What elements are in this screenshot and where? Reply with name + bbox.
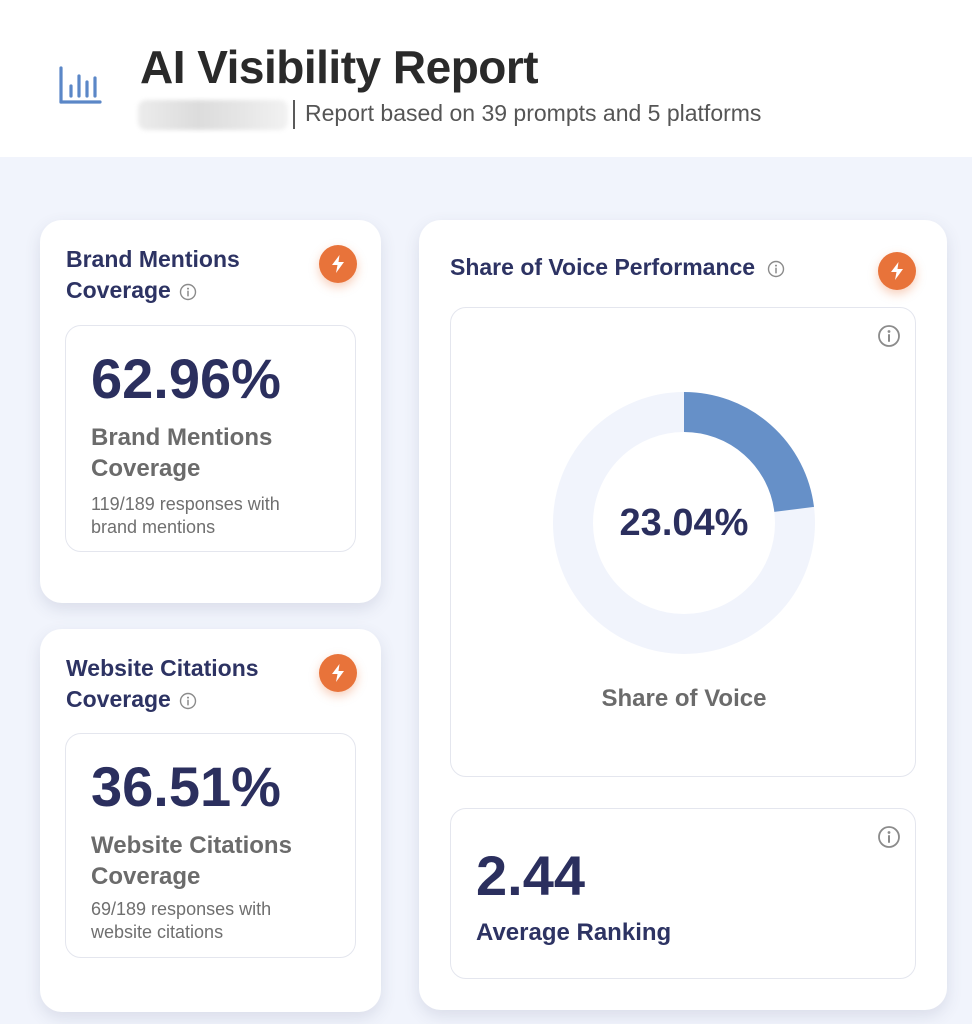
share-of-voice-donut xyxy=(553,392,815,654)
info-icon[interactable] xyxy=(179,692,197,710)
report-header: AI Visibility Report Report based on 39 … xyxy=(0,0,972,157)
share-of-voice-chart-box: 23.04% Share of Voice xyxy=(450,307,916,777)
info-icon[interactable] xyxy=(877,825,901,849)
website-citations-card: Website Citations Coverage 36.51% Websit… xyxy=(40,629,381,1012)
brand-mentions-label: Brand Mentions Coverage xyxy=(91,424,273,482)
average-ranking-value: 2.44 xyxy=(476,844,585,907)
website-citations-detail: 69/189 responses with website citations xyxy=(91,899,272,942)
page-title: AI Visibility Report xyxy=(140,41,539,93)
brand-mentions-card: Brand Mentions Coverage 62.96% Brand Men… xyxy=(40,220,381,603)
lightning-bolt-icon[interactable] xyxy=(878,252,916,290)
share-of-voice-title: Share of Voice Performance xyxy=(450,252,785,283)
share-of-voice-value: 23.04% xyxy=(619,502,749,544)
report-subtitle: Report based on 39 prompts and 5 platfor… xyxy=(305,100,762,126)
brand-mentions-title: Brand Mentions Coverage xyxy=(66,246,240,303)
info-icon[interactable] xyxy=(179,283,197,301)
website-citations-title: Website Citations Coverage xyxy=(66,655,259,712)
share-of-voice-card: Share of Voice Performance 23.04% Share … xyxy=(419,220,947,1010)
average-ranking-label: Average Ranking xyxy=(476,919,672,946)
brand-mentions-detail: 119/189 responses with brand mentions xyxy=(91,494,280,537)
lightning-bolt-icon[interactable] xyxy=(319,245,357,283)
website-citations-metric-box: 36.51% Website Citations Coverage 69/189… xyxy=(65,733,356,958)
brand-mentions-metric-box: 62.96% Brand Mentions Coverage 119/189 r… xyxy=(65,325,356,552)
subtitle-divider xyxy=(293,100,295,129)
redacted-brand-name xyxy=(138,100,288,130)
website-citations-value: 36.51% xyxy=(91,755,281,818)
website-citations-label: Website Citations Coverage xyxy=(91,832,292,890)
donut-segment-share xyxy=(683,392,815,513)
brand-mentions-value: 62.96% xyxy=(91,347,281,410)
bar-chart-icon xyxy=(59,66,102,104)
info-icon[interactable] xyxy=(767,260,785,278)
average-ranking-box: 2.44 Average Ranking xyxy=(450,808,916,979)
lightning-bolt-icon[interactable] xyxy=(319,654,357,692)
info-icon[interactable] xyxy=(877,324,901,348)
share-of-voice-label: Share of Voice xyxy=(601,685,767,712)
